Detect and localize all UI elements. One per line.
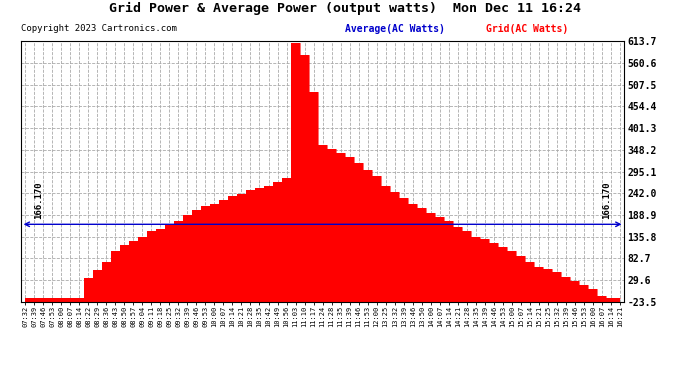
Text: Copyright 2023 Cartronics.com: Copyright 2023 Cartronics.com [21,24,177,33]
Text: 166.170: 166.170 [602,182,611,219]
Text: 166.170: 166.170 [34,182,43,219]
Text: Grid(AC Watts): Grid(AC Watts) [486,24,569,34]
Text: Grid Power & Average Power (output watts)  Mon Dec 11 16:24: Grid Power & Average Power (output watts… [109,2,581,15]
Text: Average(AC Watts): Average(AC Watts) [345,24,445,34]
